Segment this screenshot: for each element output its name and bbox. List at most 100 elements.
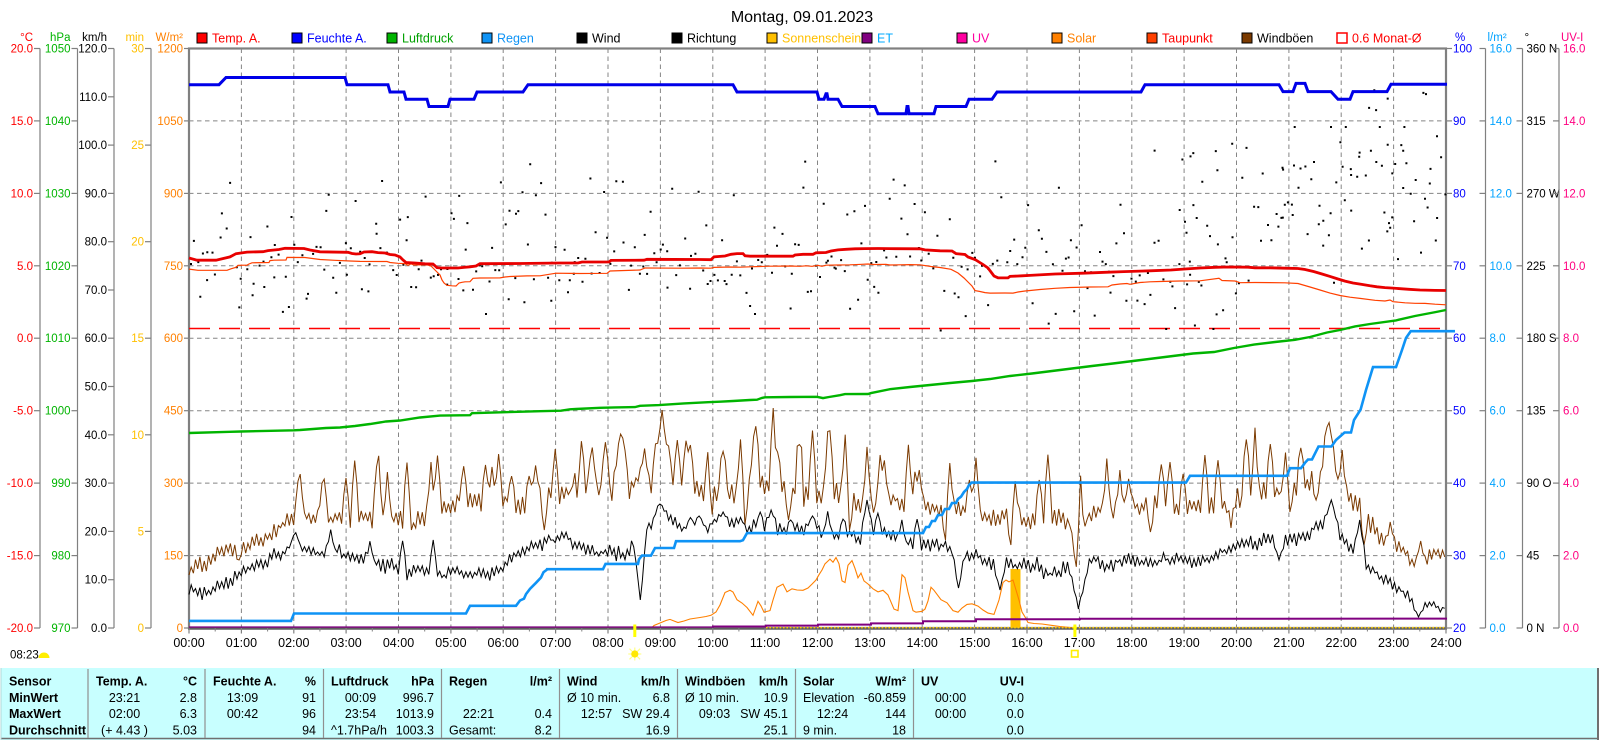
svg-text:0.0: 0.0: [17, 333, 33, 345]
svg-text:00:42: 00:42: [227, 707, 258, 721]
svg-text:0: 0: [138, 623, 144, 635]
svg-text:-10.0: -10.0: [7, 478, 33, 490]
svg-text:135: 135: [1527, 406, 1546, 418]
svg-text:01:00: 01:00: [226, 636, 257, 650]
svg-text:25.1: 25.1: [764, 724, 788, 738]
svg-text:12:24: 12:24: [817, 707, 848, 721]
svg-text:100.0: 100.0: [78, 140, 107, 152]
svg-text:16.9: 16.9: [646, 724, 670, 738]
svg-text:hPa: hPa: [411, 675, 435, 689]
svg-text:05:00: 05:00: [435, 636, 466, 650]
svg-text:SW 29.4: SW 29.4: [622, 707, 670, 721]
svg-text:15:00: 15:00: [959, 636, 990, 650]
svg-text:5.03: 5.03: [173, 724, 197, 738]
svg-text:80.0: 80.0: [85, 237, 107, 249]
svg-text:18: 18: [892, 724, 906, 738]
svg-text:1003.3: 1003.3: [396, 724, 434, 738]
svg-text:2.0: 2.0: [1563, 551, 1579, 563]
svg-text:(+ 4.43 ): (+ 4.43 ): [101, 724, 148, 738]
svg-text:02:00: 02:00: [278, 636, 309, 650]
svg-text:Regen: Regen: [497, 32, 534, 46]
svg-text:Ø 10 min.: Ø 10 min.: [685, 691, 739, 705]
svg-text:km/h: km/h: [82, 32, 107, 44]
svg-text:MinWert: MinWert: [9, 691, 59, 705]
svg-text:UV-I: UV-I: [1000, 675, 1024, 689]
svg-text:Feuchte A.: Feuchte A.: [213, 675, 276, 689]
svg-text:0.4: 0.4: [535, 707, 552, 721]
svg-text:14.0: 14.0: [1563, 116, 1585, 128]
svg-text:16:00: 16:00: [1011, 636, 1042, 650]
svg-text:min: min: [125, 32, 144, 44]
svg-text:Luftdruck: Luftdruck: [331, 675, 389, 689]
svg-text:30.0: 30.0: [85, 478, 107, 490]
svg-text:l/m²: l/m²: [530, 675, 552, 689]
svg-text:Windböen: Windböen: [685, 675, 745, 689]
svg-text:Windböen: Windböen: [1257, 32, 1313, 46]
svg-text:Ø 10 min.: Ø 10 min.: [567, 691, 621, 705]
svg-text:6.8: 6.8: [653, 691, 670, 705]
svg-text:23:54: 23:54: [345, 707, 376, 721]
svg-text:10: 10: [131, 430, 144, 442]
svg-text:1000: 1000: [45, 406, 71, 418]
svg-text:13:00: 13:00: [854, 636, 885, 650]
svg-text:150: 150: [164, 551, 183, 563]
svg-text:90: 90: [1453, 116, 1466, 128]
svg-text:30: 30: [131, 44, 144, 56]
svg-text:MaxWert: MaxWert: [9, 707, 62, 721]
svg-text:6.0: 6.0: [1563, 406, 1579, 418]
svg-text:22:00: 22:00: [1326, 636, 1357, 650]
svg-text:0 N: 0 N: [1527, 623, 1545, 635]
svg-text:km/h: km/h: [641, 675, 670, 689]
svg-text:990: 990: [51, 478, 70, 490]
svg-text:225: 225: [1527, 261, 1546, 273]
svg-text:Feuchte A.: Feuchte A.: [307, 32, 367, 46]
svg-text:900: 900: [164, 188, 183, 200]
svg-text:16.0: 16.0: [1490, 44, 1512, 56]
svg-text:SW 45.1: SW 45.1: [740, 707, 788, 721]
svg-text:40: 40: [1453, 478, 1466, 490]
svg-text:Temp. A.: Temp. A.: [96, 675, 147, 689]
svg-text:Durchschnitt: Durchschnitt: [9, 724, 87, 738]
svg-text:°: °: [1525, 32, 1530, 44]
svg-text:110.0: 110.0: [79, 92, 107, 104]
svg-text:12:57: 12:57: [581, 707, 612, 721]
svg-text:12.0: 12.0: [1490, 188, 1512, 200]
svg-text:08:23: 08:23: [10, 650, 39, 662]
svg-text:1013.9: 1013.9: [396, 707, 434, 721]
svg-text:70: 70: [1453, 261, 1466, 273]
svg-text:Solar: Solar: [1067, 32, 1096, 46]
svg-text:90.0: 90.0: [85, 188, 107, 200]
svg-text:l/m²: l/m²: [1488, 32, 1507, 44]
svg-text:90 O: 90 O: [1527, 478, 1552, 490]
svg-text:Sensor: Sensor: [9, 675, 52, 689]
svg-text:0.0: 0.0: [1490, 623, 1506, 635]
svg-text:6.3: 6.3: [180, 707, 197, 721]
svg-text:996.7: 996.7: [403, 691, 434, 705]
svg-text:°C: °C: [183, 675, 197, 689]
svg-text:20.0: 20.0: [11, 44, 33, 56]
svg-text:Temp. A.: Temp. A.: [212, 32, 261, 46]
svg-text:1200: 1200: [157, 44, 183, 56]
svg-text:25: 25: [131, 140, 144, 152]
svg-text:Taupunkt: Taupunkt: [1162, 32, 1213, 46]
svg-text:04:00: 04:00: [383, 636, 414, 650]
svg-text:%: %: [1455, 32, 1465, 44]
svg-text:09:00: 09:00: [645, 636, 676, 650]
svg-text:03:00: 03:00: [330, 636, 361, 650]
svg-text:12:00: 12:00: [802, 636, 833, 650]
svg-text:06:00: 06:00: [488, 636, 519, 650]
svg-text:0.0: 0.0: [1007, 724, 1024, 738]
svg-text:100: 100: [1453, 44, 1472, 56]
svg-text:00:09: 00:09: [345, 691, 376, 705]
svg-text:1030: 1030: [45, 188, 71, 200]
svg-text:21:00: 21:00: [1273, 636, 1304, 650]
svg-text:°C: °C: [20, 32, 33, 44]
svg-text:10.9: 10.9: [764, 691, 788, 705]
svg-text:9 min.: 9 min.: [803, 724, 837, 738]
svg-text:-5.0: -5.0: [13, 406, 33, 418]
svg-text:120.0: 120.0: [78, 44, 107, 56]
svg-text:1050: 1050: [157, 116, 183, 128]
svg-text:UV: UV: [972, 32, 990, 46]
svg-text:45: 45: [1527, 551, 1540, 563]
svg-text:08:00: 08:00: [592, 636, 623, 650]
